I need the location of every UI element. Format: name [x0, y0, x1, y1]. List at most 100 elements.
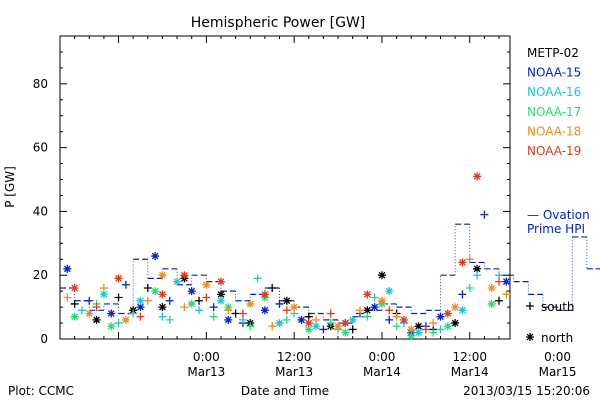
y-axis: 0 20 40 60 80: [33, 51, 510, 346]
north-marker: [107, 309, 116, 318]
north-marker: [451, 319, 460, 328]
north-marker: [348, 315, 357, 324]
north-marker: [246, 299, 255, 308]
south-marker: [114, 319, 123, 328]
legend-ovation-label: — Ovation: [527, 208, 590, 222]
south-marker: [209, 303, 218, 312]
north-marker: [92, 315, 101, 324]
north-marker: [458, 306, 467, 315]
north-marker: [407, 331, 416, 340]
south-marker: [158, 312, 167, 321]
south-marker: [114, 293, 123, 302]
north-marker: [377, 271, 386, 280]
north-marker: [304, 325, 313, 334]
legend-entry: METP-02: [527, 46, 579, 60]
plot-frame: [59, 35, 511, 340]
south-marker: [363, 312, 372, 321]
north-marker: [202, 280, 211, 289]
south-marker: [326, 319, 335, 328]
series-noaa-17: [70, 283, 496, 340]
north-marker: [180, 271, 189, 280]
north-marker: [70, 312, 79, 321]
south-marker: [465, 283, 474, 292]
north-marker: [121, 315, 130, 324]
north-marker: [85, 309, 94, 318]
south-marker: [180, 303, 189, 312]
x-tick-date-label: Mar13: [187, 365, 225, 379]
y-tick-label: 60: [33, 141, 48, 155]
legend-entry: NOAA-17: [527, 105, 581, 119]
south-marker: [495, 296, 504, 305]
south-marker: [209, 312, 218, 321]
x-tick-date-label: Mar14: [451, 365, 489, 379]
north-marker: [304, 319, 313, 328]
north-marker: [385, 287, 394, 296]
south-marker: [253, 274, 262, 283]
legend-south-label: south: [541, 300, 575, 314]
north-marker: [216, 277, 225, 286]
north-marker: [341, 319, 350, 328]
north-marker: [282, 296, 291, 305]
south-marker: [319, 325, 328, 334]
south-marker: [165, 315, 174, 324]
north-marker: [473, 172, 482, 181]
south-marker: [92, 303, 101, 312]
north-marker: [473, 264, 482, 273]
south-marker: [165, 296, 174, 305]
south-marker: [458, 290, 467, 299]
south-marker: [224, 306, 233, 315]
north-marker: [414, 328, 423, 337]
south-marker: [465, 255, 474, 264]
north-marker: [260, 290, 269, 299]
north-marker: [370, 303, 379, 312]
chart-title: Hemispheric Power [GW]: [191, 15, 366, 31]
legend-north-label: north: [541, 331, 573, 345]
south-marker: [385, 315, 394, 324]
north-marker: [487, 299, 496, 308]
north-marker: [297, 315, 306, 324]
scatter-points-layer: [63, 172, 511, 340]
north-marker: [275, 319, 284, 328]
south-marker: [526, 302, 534, 310]
north-marker: [107, 322, 116, 331]
north-marker: [158, 271, 167, 280]
north-marker: [363, 306, 372, 315]
south-marker: [85, 296, 94, 305]
north-marker: [224, 315, 233, 324]
south-marker: [392, 312, 401, 321]
north-marker: [114, 274, 123, 283]
y-tick-label: 20: [33, 268, 48, 282]
south-marker: [70, 299, 79, 308]
north-marker: [312, 322, 321, 331]
south-marker: [202, 293, 211, 302]
legend: METP-02 NOAA-15 NOAA-16 NOAA-17 NOAA-18 NOAA-…: [526, 46, 590, 345]
y-tick-label: 80: [33, 77, 48, 91]
south-marker: [275, 299, 284, 308]
north-marker: [63, 264, 72, 273]
north-marker: [502, 277, 511, 286]
south-marker: [268, 322, 277, 331]
north-marker: [451, 303, 460, 312]
south-marker: [63, 293, 72, 302]
north-marker: [136, 296, 145, 305]
legend-entry: NOAA-18: [527, 124, 581, 138]
north-marker: [151, 252, 160, 261]
x-tick-label: 0:00: [193, 350, 220, 364]
y-axis-label: P [GW]: [3, 166, 17, 208]
x-tick-label: 0:00: [544, 350, 571, 364]
south-marker: [385, 306, 394, 315]
y-tick-label: 0: [40, 332, 48, 346]
south-marker: [77, 306, 86, 315]
x-tick-date-label: Mar14: [363, 365, 401, 379]
north-marker: [341, 328, 350, 337]
x-tick-label: 12:00: [277, 350, 312, 364]
south-marker: [282, 306, 291, 315]
ovation-hpi-line-layer: [60, 223, 600, 324]
north-marker: [151, 287, 160, 296]
north-marker: [526, 333, 534, 341]
south-marker: [436, 325, 445, 334]
south-marker: [99, 283, 108, 292]
series-noaa-16: [77, 271, 504, 337]
south-marker: [195, 296, 204, 305]
